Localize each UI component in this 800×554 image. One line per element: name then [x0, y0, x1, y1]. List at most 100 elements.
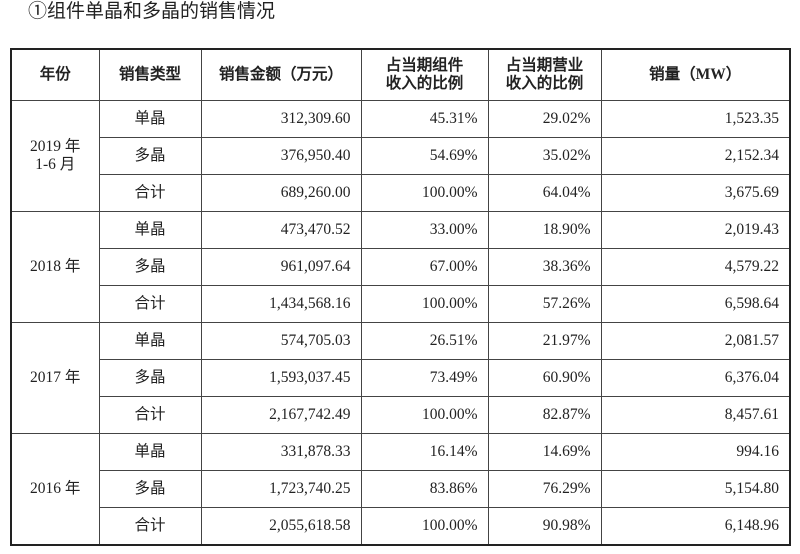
year-cell: 2019 年 1-6 月: [10, 100, 100, 212]
value-cell: 83.86%: [360, 470, 489, 508]
table-row: 合计 2,055,618.58 100.00% 90.98% 6,148.96: [11, 507, 791, 546]
value-cell: 14.69%: [487, 433, 602, 471]
header-cell: 销售金额（万元）: [200, 48, 362, 101]
cell-line: 收入的比例: [505, 75, 584, 92]
value-cell: 26.51%: [360, 322, 489, 360]
value-cell: 21.97%: [487, 322, 602, 360]
value-cell: 312,309.60: [200, 100, 362, 138]
type-cell: 合计: [98, 285, 202, 323]
header-cell: 销售类型: [98, 48, 202, 101]
table-row: 2018 年单晶 473,470.52 33.00% 18.90% 2,019.43: [10, 211, 791, 323]
table-row: 2017 年单晶 574,705.03 26.51% 21.97% 2,081.57: [10, 322, 791, 434]
cell-line: 2019 年: [30, 138, 81, 155]
value-cell: 33.00%: [360, 211, 489, 249]
type-cell: 合计: [98, 396, 202, 434]
value-cell: 1,434,568.16: [200, 285, 362, 323]
table-row: 合计 2,167,742.49 100.00% 82.87% 8,457.61: [11, 396, 791, 434]
value-cell: 1,723,740.25: [200, 470, 362, 508]
table-row: 多晶 961,097.64 67.00% 38.36% 4,579.22: [11, 248, 791, 286]
value-cell: 994.16: [600, 433, 791, 471]
type-cell: 单晶: [98, 433, 202, 471]
value-cell: 76.29%: [487, 470, 602, 508]
value-cell: 6,376.04: [600, 359, 791, 397]
value-cell: 100.00%: [360, 507, 489, 546]
cell-line: 销售类型: [118, 66, 181, 83]
value-cell: 2,055,618.58: [200, 507, 362, 546]
header-row: 年份 销售类型 销售金额（万元） 占当期组件 收入的比例 占当期营业 收入的比例 销量（MW）: [10, 48, 791, 101]
value-cell: 6,148.96: [600, 507, 791, 546]
cell-line: 占当期组件: [385, 57, 464, 74]
cell-line: 2018 年: [30, 258, 81, 275]
cell-line: 1-6 月: [35, 156, 76, 173]
value-cell: 60.90%: [487, 359, 602, 397]
cell-line: 年份: [39, 66, 71, 83]
year-cell: 2017 年: [10, 322, 100, 434]
value-cell: 67.00%: [360, 248, 489, 286]
value-cell: 1,523.35: [600, 100, 791, 138]
table-row: 多晶 1,723,740.25 83.86% 76.29% 5,154.80: [11, 470, 791, 508]
table-row: 合计 1,434,568.16 100.00% 57.26% 6,598.64: [11, 285, 791, 323]
type-cell: 单晶: [98, 211, 202, 249]
value-cell: 8,457.61: [600, 396, 791, 434]
type-cell: 多晶: [98, 137, 202, 175]
table-row: 2016 年单晶 331,878.33 16.14% 14.69% 994.16: [10, 433, 791, 546]
value-cell: 473,470.52: [200, 211, 362, 249]
value-cell: 100.00%: [360, 396, 489, 434]
value-cell: 29.02%: [487, 100, 602, 138]
value-cell: 64.04%: [487, 174, 602, 212]
header-cell: 占当期营业 收入的比例: [487, 48, 602, 101]
cell-line: 2017 年: [30, 369, 81, 386]
value-cell: 100.00%: [360, 285, 489, 323]
value-cell: 16.14%: [360, 433, 489, 471]
value-cell: 6,598.64: [600, 285, 791, 323]
year-cell: 2018 年: [10, 211, 100, 323]
header-cell: 占当期组件 收入的比例: [360, 48, 489, 101]
cell-line: 销量（MW）: [649, 66, 742, 83]
value-cell: 54.69%: [360, 137, 489, 175]
value-cell: 35.02%: [487, 137, 602, 175]
value-cell: 2,167,742.49: [200, 396, 362, 434]
table-row: 多晶 376,950.40 54.69% 35.02% 2,152.34: [11, 137, 791, 175]
value-cell: 2,081.57: [600, 322, 791, 360]
type-cell: 多晶: [98, 359, 202, 397]
cell-line: 收入的比例: [385, 75, 464, 92]
value-cell: 574,705.03: [200, 322, 362, 360]
type-cell: 多晶: [98, 470, 202, 508]
value-cell: 82.87%: [487, 396, 602, 434]
value-cell: 1,593,037.45: [200, 359, 362, 397]
table-row: 合计 689,260.00 100.00% 64.04% 3,675.69: [11, 174, 791, 212]
value-cell: 961,097.64: [200, 248, 362, 286]
cell-line: 占当期营业: [505, 57, 584, 74]
cell-line: 销售金额（万元）: [218, 66, 343, 83]
value-cell: 45.31%: [360, 100, 489, 138]
table-body: 2019 年 1-6 月单晶 312,309.60 45.31% 29.02% 1,523…: [10, 100, 791, 546]
sales-table: 年份 销售类型 销售金额（万元） 占当期组件 收入的比例 占当期营业 收入的比例 销量（MW）…: [10, 48, 791, 546]
year-cell: 2016 年: [10, 433, 100, 546]
header-cell: 销量（MW）: [600, 48, 791, 101]
value-cell: 38.36%: [487, 248, 602, 286]
type-cell: 单晶: [98, 100, 202, 138]
table-row: 2019 年 1-6 月单晶 312,309.60 45.31% 29.02% 1,523…: [10, 100, 791, 212]
type-cell: 多晶: [98, 248, 202, 286]
value-cell: 3,675.69: [600, 174, 791, 212]
value-cell: 5,154.80: [600, 470, 791, 508]
value-cell: 4,579.22: [600, 248, 791, 286]
table-row: 多晶 1,593,037.45 73.49% 60.90% 6,376.04: [11, 359, 791, 397]
value-cell: 18.90%: [487, 211, 602, 249]
value-cell: 689,260.00: [200, 174, 362, 212]
type-cell: 合计: [98, 174, 202, 212]
type-cell: 单晶: [98, 322, 202, 360]
value-cell: 2,152.34: [600, 137, 791, 175]
value-cell: 331,878.33: [200, 433, 362, 471]
value-cell: 2,019.43: [600, 211, 791, 249]
value-cell: 100.00%: [360, 174, 489, 212]
value-cell: 376,950.40: [200, 137, 362, 175]
value-cell: 73.49%: [360, 359, 489, 397]
value-cell: 57.26%: [487, 285, 602, 323]
header-cell: 年份: [10, 48, 100, 101]
section-title: ①组件单晶和多晶的销售情况: [28, 1, 276, 22]
cell-line: 2016 年: [30, 480, 81, 497]
type-cell: 合计: [98, 507, 202, 546]
value-cell: 90.98%: [487, 507, 602, 546]
